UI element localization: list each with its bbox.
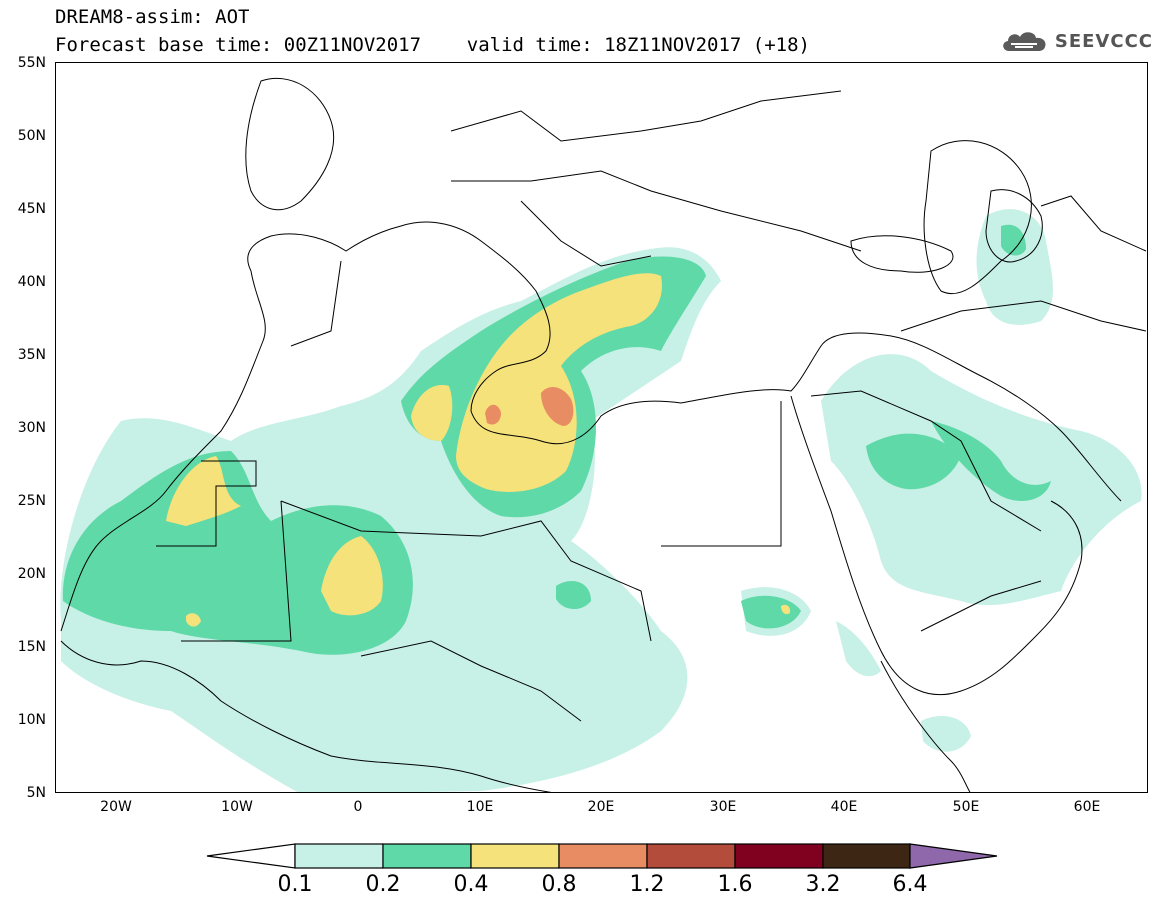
- aot-area-very-high: [541, 387, 574, 426]
- colorbar-segment: [470, 843, 560, 869]
- coastline: [60, 640, 552, 792]
- border: [810, 390, 1042, 532]
- colorbar-label: 0.8: [541, 872, 577, 897]
- lat-label: 40N: [17, 274, 46, 290]
- lat-label: 55N: [17, 55, 46, 71]
- border: [920, 580, 1042, 632]
- aot-area-high: [781, 604, 791, 615]
- lat-label: 50N: [17, 128, 46, 144]
- aot-area-high: [411, 385, 453, 441]
- colorbar-label: 1.6: [717, 872, 753, 897]
- aot-area-high: [186, 613, 201, 627]
- aot-area-high: [321, 536, 383, 616]
- aot-map: [55, 62, 1148, 793]
- aot-area-light: [921, 716, 971, 752]
- colorbar-segment: [558, 843, 648, 869]
- logo-text: SEEVCCC: [1054, 30, 1153, 52]
- coastline: [245, 77, 335, 211]
- border: [156, 460, 257, 547]
- border: [900, 300, 1147, 332]
- aot-area-light: [836, 621, 881, 677]
- coastlines-and-borders: [60, 77, 1147, 792]
- border: [661, 401, 782, 547]
- lat-label: 15N: [17, 639, 46, 655]
- coastline: [850, 235, 954, 273]
- lon-label: 10W: [221, 799, 253, 815]
- colorbar-label: 0.2: [365, 872, 401, 897]
- aot-area-medium: [741, 595, 801, 629]
- aot-area-medium: [556, 581, 591, 610]
- border: [290, 260, 342, 347]
- map-title: DREAM8-assim: AOT: [55, 6, 250, 28]
- colorbar-segment: [646, 843, 736, 869]
- aot-shading: [60, 209, 1142, 792]
- border: [181, 500, 292, 642]
- lat-label: 10N: [17, 712, 46, 728]
- aot-area-light: [976, 209, 1053, 325]
- aot-area-high: [456, 273, 662, 492]
- lon-label: 30E: [709, 799, 737, 815]
- seevccc-logo: SEEVCCC: [999, 26, 1153, 56]
- lat-label: 35N: [17, 347, 46, 363]
- colorbar-max-arrow: [909, 843, 998, 869]
- border: [520, 200, 652, 267]
- colorbar-label: 6.4: [892, 872, 928, 897]
- border: [280, 500, 652, 642]
- colorbar-label: 1.2: [629, 872, 665, 897]
- lon-label: 50E: [952, 799, 980, 815]
- coastline: [60, 221, 1122, 632]
- colorbar-label: 0.1: [277, 872, 313, 897]
- lat-label: 25N: [17, 493, 46, 509]
- colorbar-segment: [294, 843, 384, 869]
- colorbar-segment: [734, 843, 824, 869]
- aot-area-very-high: [485, 404, 501, 425]
- lat-label: 20N: [17, 566, 46, 582]
- map-canvas: [60, 77, 1147, 792]
- aot-area-medium: [866, 433, 961, 490]
- lon-label: 60E: [1073, 799, 1101, 815]
- lon-label: 20E: [587, 799, 615, 815]
- colorbar-label: 3.2: [805, 872, 841, 897]
- colorbar-segment: [822, 843, 911, 869]
- cloud-icon: [1003, 32, 1046, 51]
- coastline: [923, 140, 1032, 295]
- aot-area-high: [166, 456, 241, 526]
- border: [450, 90, 842, 142]
- coastline: [985, 189, 1043, 263]
- border: [451, 170, 862, 252]
- lat-label: 45N: [17, 201, 46, 217]
- lon-label: 40E: [830, 799, 858, 815]
- coastline: [790, 395, 1083, 696]
- colorbar-segment: [382, 843, 472, 869]
- coastline: [880, 660, 971, 792]
- aot-area-medium: [1001, 224, 1026, 256]
- aot-area-medium: [62, 451, 413, 655]
- lon-label: 0: [353, 799, 363, 815]
- border: [360, 640, 582, 722]
- lat-label: 30N: [17, 420, 46, 436]
- colorbar-min-arrow: [206, 843, 296, 869]
- colorbar-label: 0.4: [453, 872, 489, 897]
- border: [1040, 195, 1147, 252]
- lat-label: 5N: [26, 785, 46, 801]
- forecast-times: Forecast base time: 00Z11NOV2017 valid t…: [55, 34, 810, 56]
- lon-label: 20W: [100, 799, 132, 815]
- lon-label: 10E: [466, 799, 494, 815]
- colorbar: [206, 843, 998, 869]
